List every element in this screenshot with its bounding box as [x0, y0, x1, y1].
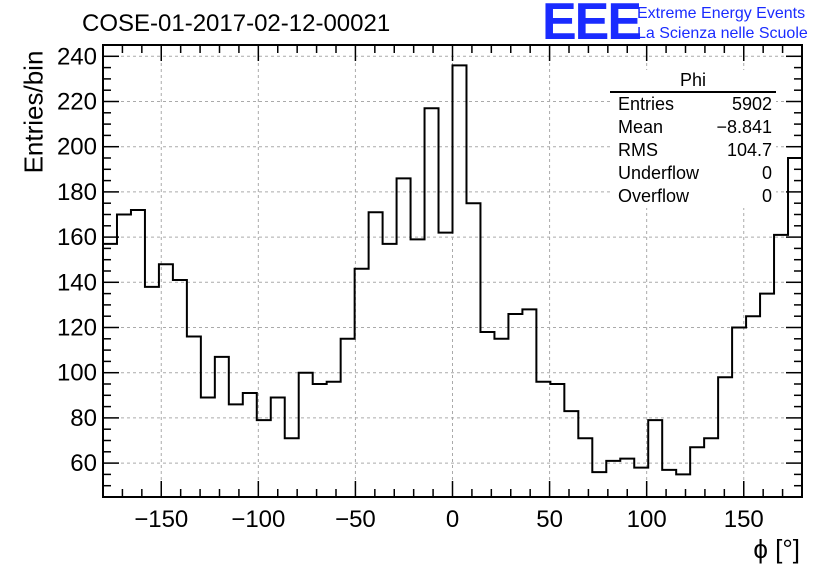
- histogram-bin: [466, 203, 480, 497]
- histogram-bin: [550, 384, 564, 497]
- stats-label: Entries: [618, 94, 675, 114]
- histogram-bin: [173, 280, 187, 497]
- histogram-bin: [480, 332, 494, 497]
- stats-label: Overflow: [618, 186, 690, 206]
- y-tick-label: 240: [57, 43, 97, 70]
- y-tick-label: 180: [57, 179, 97, 206]
- histogram-bin: [411, 239, 425, 497]
- histogram-bin: [774, 235, 788, 497]
- histogram-bin: [508, 314, 522, 497]
- histogram-bin: [439, 233, 453, 497]
- histogram-bin: [383, 244, 397, 497]
- histogram-bin: [746, 316, 760, 497]
- histogram-bin: [453, 65, 467, 497]
- logo-line-2: La Scienza nelle Scuole: [637, 25, 808, 42]
- tick-labels: −150 −100 −50 0 50 100 150 60 80 100 120 140 160 180 2…: [57, 43, 764, 533]
- stats-value: 104.7: [726, 140, 772, 160]
- histogram-bin: [201, 398, 215, 497]
- stats-label: RMS: [618, 140, 658, 160]
- stats-value: 0: [761, 163, 772, 183]
- histogram-bin: [271, 398, 285, 497]
- histogram-bin: [327, 382, 341, 497]
- histogram-bin: [243, 393, 257, 497]
- histogram-bin: [536, 382, 550, 497]
- histogram-bin: [662, 470, 676, 497]
- histogram-bin: [397, 178, 411, 497]
- y-tick-label: 160: [57, 224, 97, 251]
- histogram-bin: [145, 287, 159, 497]
- histogram-bins: [103, 64, 802, 498]
- x-tick-label: −100: [231, 506, 285, 533]
- histogram-bin: [760, 294, 774, 497]
- histogram-bin: [369, 212, 383, 497]
- histogram-bin: [215, 357, 229, 497]
- histogram-bin: [131, 210, 145, 497]
- x-axis-label: ϕ [°]: [753, 534, 800, 564]
- x-tick-label: 0: [446, 506, 459, 533]
- histogram-bin: [592, 472, 606, 497]
- stats-value: −8.841: [716, 117, 772, 137]
- y-tick-label: 220: [57, 89, 97, 116]
- y-tick-label: 60: [70, 450, 97, 477]
- stats-value: 5902: [731, 94, 772, 114]
- y-tick-label: 80: [70, 405, 97, 432]
- histogram-bin: [313, 384, 327, 497]
- stats-title: Phi: [610, 70, 776, 93]
- histogram-outline: [103, 64, 802, 476]
- logo-line-1: Extreme Energy Events: [637, 5, 806, 22]
- y-tick-label: 120: [57, 315, 97, 342]
- stats-label: Underflow: [618, 163, 700, 183]
- stats-row-underflow: Underflow 0: [610, 162, 776, 185]
- histogram-bin: [676, 474, 690, 497]
- histogram-bin: [117, 215, 131, 498]
- stats-row-mean: Mean −8.841: [610, 116, 776, 139]
- stats-row-rms: RMS 104.7: [610, 139, 776, 162]
- histogram-bin: [299, 373, 313, 497]
- x-tick-label: 50: [536, 506, 563, 533]
- axes: [102, 44, 803, 498]
- x-tick-label: 100: [627, 506, 667, 533]
- histogram-bin: [690, 447, 704, 497]
- y-tick-label: 200: [57, 134, 97, 161]
- histogram-bin: [704, 438, 718, 497]
- histogram-bin: [187, 337, 201, 497]
- x-tick-label: −150: [134, 506, 188, 533]
- histogram-bin: [648, 420, 662, 497]
- stats-row-overflow: Overflow 0: [610, 185, 776, 208]
- eee-logo: EEE: [542, 0, 642, 51]
- chart-title: COSE-01-2017-02-12-00021: [82, 10, 391, 37]
- stats-label: Mean: [618, 117, 664, 137]
- y-tick-label: 100: [57, 360, 97, 387]
- stats-box: Phi Entries 5902 Mean −8.841 RMS 104.7 U…: [610, 70, 776, 208]
- histogram-bin: [425, 108, 439, 497]
- histogram-bin: [578, 438, 592, 497]
- stats-value: 0: [761, 186, 772, 206]
- histogram-bin: [718, 377, 732, 497]
- histogram-bin: [522, 309, 536, 497]
- x-tick-label: −50: [335, 506, 376, 533]
- histogram-bin: [285, 438, 299, 497]
- eee-logo-text: Extreme Energy Events La Scienza nelle S…: [637, 4, 808, 44]
- histogram-bin: [564, 411, 578, 497]
- y-tick-label: 140: [57, 269, 97, 296]
- x-tick-label: 150: [724, 506, 764, 533]
- histogram-bin: [341, 339, 355, 497]
- y-axis-label: Entries/bin: [18, 50, 49, 174]
- stats-row-entries: Entries 5902: [610, 93, 776, 116]
